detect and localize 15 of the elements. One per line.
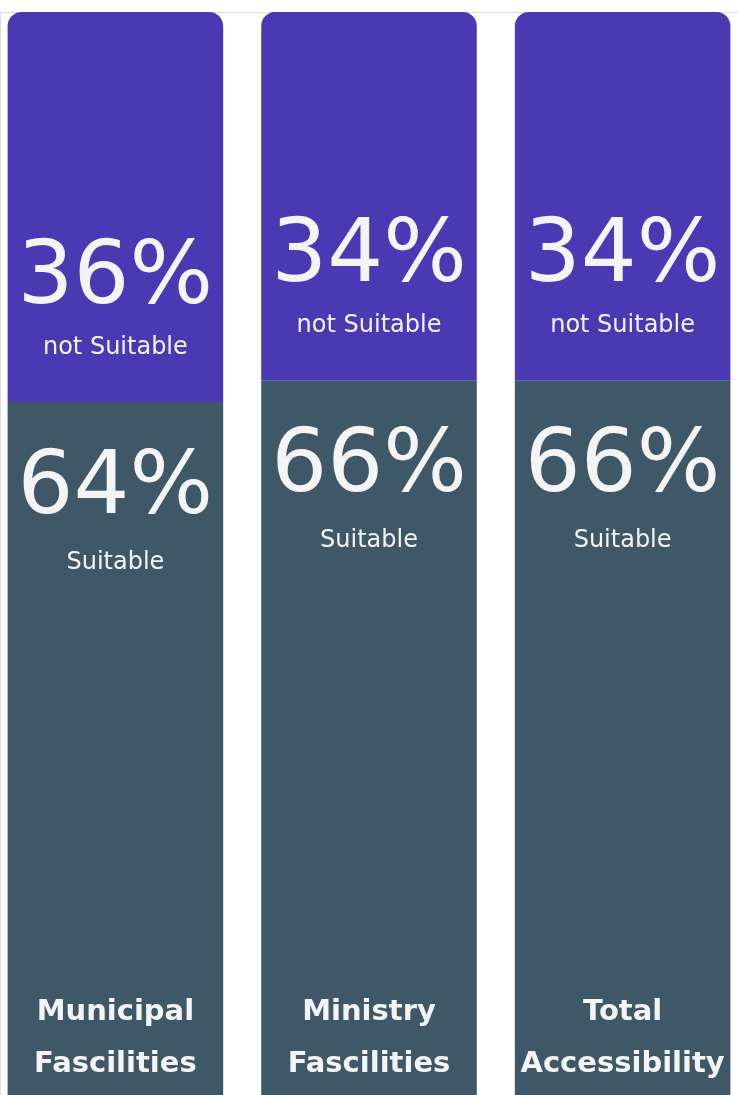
text: not Suitable [42, 331, 188, 360]
data-label: 66% [271, 409, 467, 513]
x-tick-label: Ministry Fascilities [287, 993, 451, 1079]
text: Suitable [66, 546, 165, 575]
data-label: 36% [17, 220, 214, 324]
data-label: 34% [271, 199, 467, 303]
series-label: not Suitable [296, 310, 442, 339]
series-label: Suitable [320, 525, 418, 554]
data-label: 34% [524, 199, 721, 303]
x-tick-label: Total Accessibility [520, 993, 725, 1079]
text: Suitable [573, 525, 672, 554]
data-label: 64% [17, 430, 214, 534]
data-label: 66% [524, 409, 721, 513]
text: not Suitable [550, 310, 696, 339]
x-tick-label: Municipal Fascilities [34, 993, 197, 1079]
